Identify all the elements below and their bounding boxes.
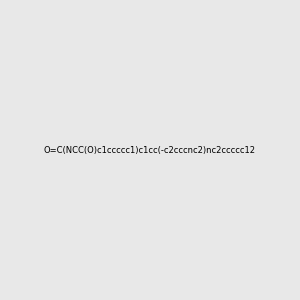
Text: O=C(NCC(O)c1ccccc1)c1cc(-c2cccnc2)nc2ccccc12: O=C(NCC(O)c1ccccc1)c1cc(-c2cccnc2)nc2ccc… <box>44 146 256 154</box>
